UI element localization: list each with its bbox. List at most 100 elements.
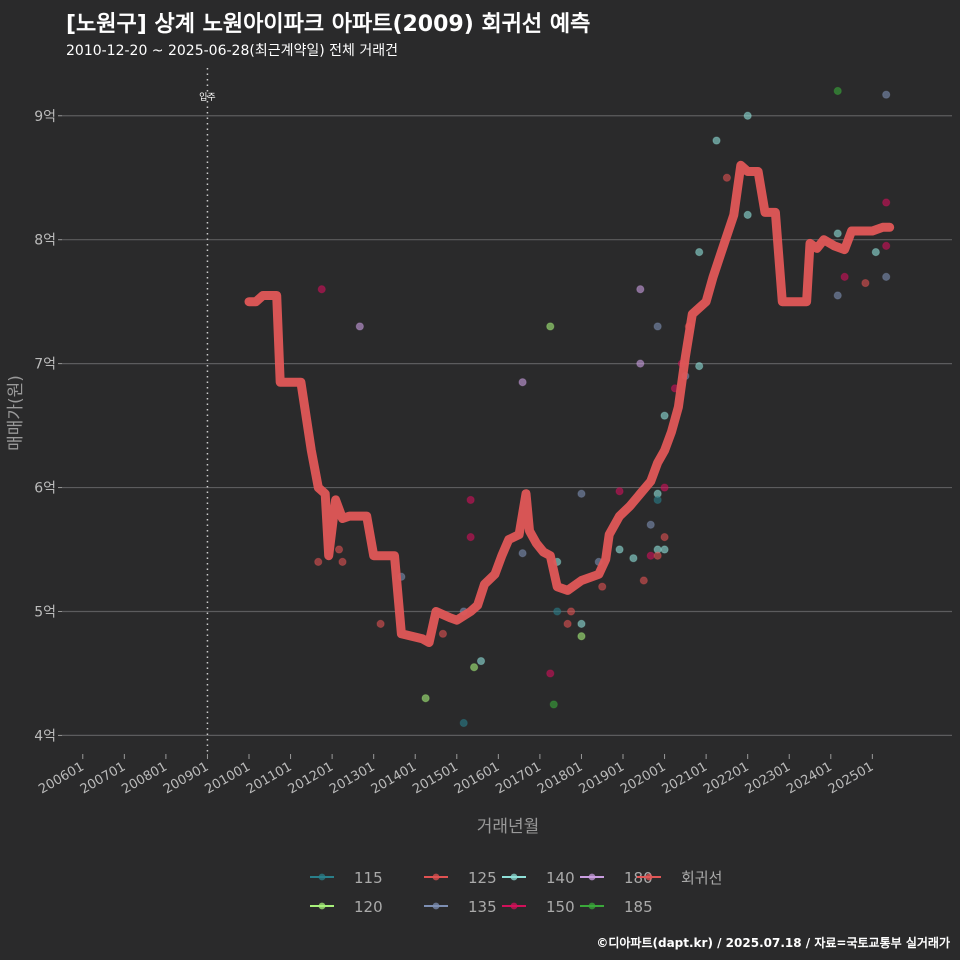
x-tick-label: 201601 (452, 759, 502, 797)
data-point-135 (882, 272, 891, 281)
x-tick-label: 202001 (618, 759, 668, 797)
legend-label: 120 (354, 898, 383, 916)
legend-label: 135 (468, 898, 497, 916)
data-point-180 (636, 359, 645, 368)
data-point-140 (660, 545, 669, 554)
data-point-135 (833, 291, 842, 300)
data-point-150 (660, 483, 669, 492)
data-point-150 (646, 551, 655, 560)
scatter-points (314, 86, 891, 728)
legend-item-135: 135 (424, 898, 497, 916)
legend-label: 150 (546, 898, 575, 916)
x-tick-label: 201201 (286, 759, 336, 797)
legend-label: 회귀선 (681, 869, 722, 887)
data-point-125 (314, 557, 323, 567)
legend-key-dot (510, 902, 518, 910)
data-point-150 (546, 669, 555, 678)
x-tick-label: 201701 (493, 759, 543, 797)
legend-key-dot (432, 902, 440, 910)
data-point-140 (695, 247, 704, 257)
x-tick-label: 202401 (784, 759, 834, 797)
y-tick-label: 6억 (34, 481, 56, 497)
data-point-140 (660, 411, 669, 420)
data-point-140 (871, 247, 880, 257)
y-tick-label: 7억 (34, 357, 56, 373)
x-tick-label: 200601 (36, 759, 86, 797)
legend-key-dot (318, 902, 326, 910)
legend-item-150: 150 (502, 898, 575, 916)
chart-title: [노원구] 상계 노원아이파크 아파트(2009) 회귀선 예측 (66, 12, 591, 37)
x-tick-label: 202501 (826, 759, 876, 797)
data-point-150 (882, 241, 891, 250)
data-point-125 (334, 545, 344, 554)
x-tick-label: 201001 (203, 759, 253, 797)
data-point-140 (833, 229, 842, 238)
data-point-125 (660, 533, 669, 542)
x-tick-label: 201501 (410, 759, 460, 797)
data-point-135 (518, 549, 527, 558)
x-axis-label: 거래년월 (477, 817, 540, 837)
data-point-180 (518, 378, 527, 387)
legend-item-140: 140 (502, 869, 575, 887)
data-point-150 (466, 533, 475, 542)
data-point-150 (882, 198, 891, 207)
x-tick-label: 200701 (78, 759, 128, 797)
legend-item-120: 120 (310, 898, 383, 916)
legend-key-dot (510, 873, 518, 881)
x-tick-label: 201101 (244, 759, 294, 797)
data-point-115 (653, 495, 662, 505)
regression-line (244, 160, 895, 647)
data-point-125 (722, 173, 732, 182)
data-point-135 (646, 520, 655, 529)
legend-key-dot (588, 873, 596, 881)
legend-label: 185 (624, 898, 653, 916)
data-point-135 (882, 90, 891, 99)
chart-caption: ©디아파트(dapt.kr) / 2025.07.18 / 자료=국토교통부 실… (596, 936, 950, 950)
x-tick-label: 201301 (327, 759, 377, 797)
move-in-label: 입주 (199, 91, 216, 103)
data-point-140 (615, 545, 624, 554)
grid-lines (62, 115, 952, 737)
x-tick-label: 200901 (161, 759, 211, 797)
x-axis: 2006012007012008012009012010012011012012… (36, 754, 876, 797)
data-point-125 (598, 582, 607, 591)
data-point-150 (466, 495, 475, 505)
legend-label: 140 (546, 869, 575, 887)
data-point-135 (577, 489, 586, 498)
legend-label: 125 (468, 869, 497, 887)
y-tick-label: 9억 (34, 109, 56, 125)
data-point-140 (712, 136, 721, 145)
legend-item-185: 185 (580, 898, 653, 916)
data-point-150 (615, 487, 624, 496)
data-point-140 (743, 111, 752, 120)
data-point-125 (639, 576, 648, 585)
data-point-115 (459, 718, 468, 728)
data-point-120 (577, 632, 586, 641)
data-point-135 (653, 322, 662, 331)
y-tick-label: 8억 (34, 233, 56, 249)
x-tick-label: 202201 (701, 759, 751, 797)
y-tick-label: 4억 (34, 728, 56, 744)
data-point-120 (421, 694, 430, 703)
data-point-185 (833, 86, 842, 96)
legend-key-dot (432, 873, 440, 881)
y-tick-label: 5억 (34, 604, 56, 620)
data-point-140 (743, 210, 752, 220)
data-point-180 (355, 322, 364, 331)
data-point-125 (653, 551, 662, 560)
data-point-140 (629, 554, 638, 563)
chart-subtitle: 2010-12-20 ~ 2025-06-28(최근계약일) 전체 거래건 (66, 43, 398, 59)
annotation-group: 입주 (199, 68, 216, 754)
x-tick-label: 201401 (369, 759, 419, 797)
data-point-150 (840, 272, 849, 281)
data-point-125 (438, 629, 448, 638)
x-tick-label: 200801 (119, 759, 169, 797)
data-point-125 (376, 619, 385, 628)
legend-item-115: 115 (310, 869, 383, 887)
data-point-185 (549, 700, 558, 709)
data-point-115 (553, 607, 562, 616)
legend-label: 115 (354, 869, 383, 887)
